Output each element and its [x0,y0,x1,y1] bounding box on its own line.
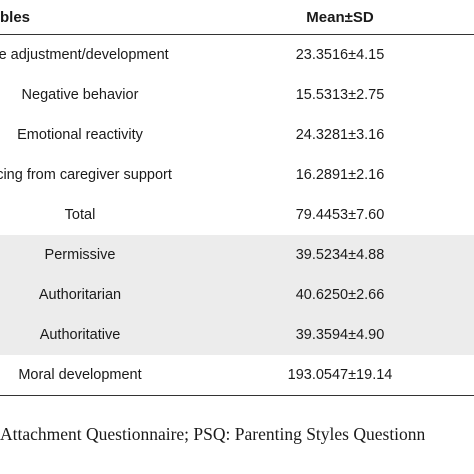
row-variable: Total [64,207,96,223]
header-mean-sd: Mean±SD [306,8,374,26]
row-mean-sd: 193.0547±19.14 [287,367,393,383]
table-row: Negative behavior 15.5313±2.75 [0,75,474,115]
table-row: Authoritative 39.3594±4.90 [0,315,474,355]
table-row: Moral development 193.0547±19.14 [0,355,474,396]
row-variable: Authoritarian [38,287,122,303]
results-table: bles Mean±SD ve adjustment/development 2… [0,0,474,396]
row-variable: Authoritative [39,327,121,343]
header-variables: bles [0,8,31,26]
row-mean-sd: 39.5234±4.88 [295,247,385,263]
table-row: Emotional reactivity 24.3281±3.16 [0,115,474,155]
row-mean-sd: 39.3594±4.90 [295,327,385,343]
row-variable: Negative behavior [21,87,139,103]
row-variable: Permissive [44,247,116,263]
row-mean-sd: 16.2891±2.16 [295,167,385,183]
table-row: Authoritarian 40.6250±2.66 [0,275,474,315]
row-variable: ve adjustment/development [0,47,169,63]
table-row: ncing from caregiver support 16.2891±2.1… [0,155,474,195]
row-mean-sd: 40.6250±2.66 [295,287,385,303]
row-variable: Emotional reactivity [17,127,143,143]
table-header-row: bles Mean±SD [0,0,474,35]
table-footnote: Attachment Questionnaire; PSQ: Parenting… [0,424,426,444]
row-variable: Moral development [18,367,142,383]
row-variable: ncing from caregiver support [0,167,172,183]
row-mean-sd: 79.4453±7.60 [295,207,385,223]
table-row-total: Total 79.4453±7.60 [0,195,474,235]
table-row: ve adjustment/development 23.3516±4.15 [0,35,474,75]
table-row: Permissive 39.5234±4.88 [0,235,474,275]
row-mean-sd: 24.3281±3.16 [295,127,385,143]
row-mean-sd: 23.3516±4.15 [295,47,385,63]
row-mean-sd: 15.5313±2.75 [295,87,385,103]
